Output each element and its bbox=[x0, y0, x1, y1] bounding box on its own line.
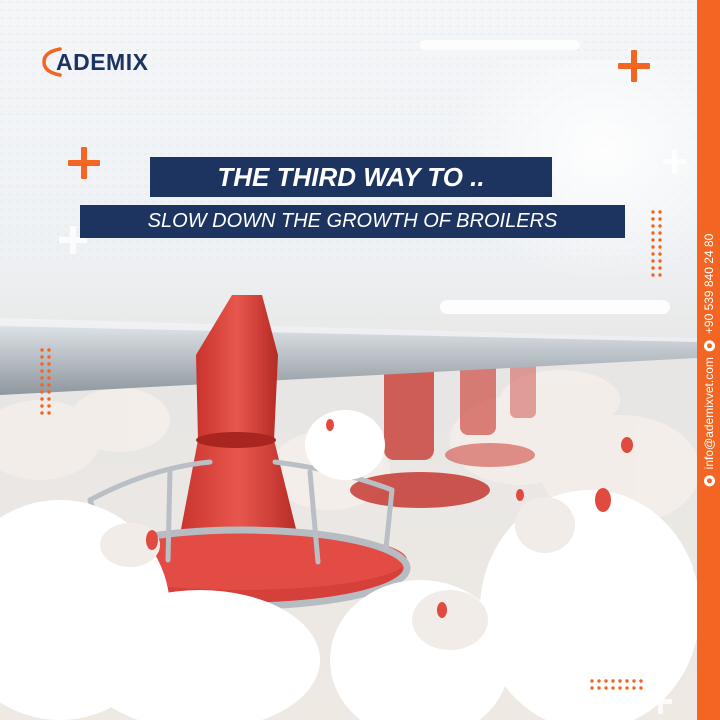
contact-email: info@ademixvet.com bbox=[702, 357, 716, 470]
headline-line-2: SLOW DOWN THE GROWTH OF BROILERS bbox=[80, 205, 625, 238]
logo-text: ADEMIX bbox=[56, 49, 149, 75]
ademix-logo: ADEMIX bbox=[42, 46, 167, 78]
email-icon bbox=[703, 475, 715, 487]
whatsapp-icon bbox=[703, 340, 715, 352]
contact-phone: +90 539 840 24 80 bbox=[702, 233, 716, 335]
poultry-feeder-photo bbox=[0, 0, 697, 720]
headline-line-1: THE THIRD WAY TO .. bbox=[150, 157, 552, 197]
contact-sidebar bbox=[697, 0, 720, 720]
logo-arc-icon bbox=[42, 47, 62, 77]
